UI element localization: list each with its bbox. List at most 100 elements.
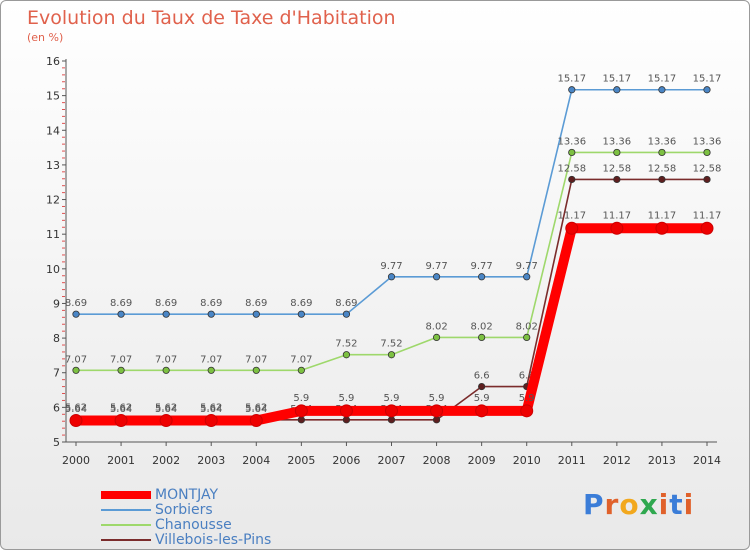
data-label-sorbiers: 15.17 (648, 74, 677, 85)
data-point-sorbiers (162, 310, 170, 318)
data-point-sorbiers (342, 310, 351, 318)
data-label-villebois-les-pins: 12.58 (557, 163, 586, 174)
x-tick-label: 2002 (152, 454, 180, 467)
data-label-montjay: 5.62 (155, 403, 177, 414)
legend-item-chanousse[interactable]: Chanousse (101, 517, 232, 533)
y-tick-label: 8 (53, 332, 60, 345)
y-tick-label: 6 (53, 401, 60, 414)
x-tick-label: 2006 (332, 454, 360, 467)
data-point-chanousse (207, 366, 215, 374)
y-tick-label: 14 (46, 124, 60, 137)
data-point-villebois-les-pins (478, 382, 486, 391)
legend-label-sorbiers: Sorbiers (155, 502, 213, 518)
data-label-chanousse: 13.36 (693, 136, 722, 147)
data-label-montjay: 5.9 (293, 393, 309, 404)
data-label-chanousse: 7.07 (110, 354, 132, 365)
data-point-villebois-les-pins (568, 175, 576, 184)
data-label-chanousse: 7.07 (155, 354, 177, 365)
y-tick-label: 15 (46, 90, 60, 103)
data-label-montjay: 5.62 (110, 403, 132, 414)
x-tick-label: 2011 (558, 454, 586, 467)
data-point-sorbiers (72, 310, 80, 318)
x-tick-label: 2013 (648, 454, 676, 467)
legend-item-sorbiers[interactable]: Sorbiers (101, 502, 213, 518)
data-point-chanousse (297, 366, 305, 374)
y-tick-label: 12 (46, 194, 60, 207)
data-point-chanousse (703, 148, 711, 157)
x-tick-label: 2001 (107, 454, 135, 467)
data-point-chanousse (523, 333, 531, 341)
data-label-montjay: 5.9 (519, 393, 535, 404)
data-label-sorbiers: 8.69 (155, 298, 177, 309)
data-point-sorbiers (252, 310, 260, 318)
x-tick-label: 2014 (693, 454, 721, 467)
data-label-villebois-les-pins: 6.6 (474, 371, 490, 382)
data-point-villebois-les-pins (297, 416, 305, 424)
data-point-chanousse (432, 333, 441, 341)
data-label-villebois-les-pins: 12.58 (693, 163, 722, 174)
data-point-villebois-les-pins (613, 175, 621, 184)
logo-letter: r (604, 488, 620, 521)
data-label-chanousse: 13.36 (557, 136, 586, 147)
logo-letter: P (583, 488, 605, 521)
data-point-sorbiers (523, 273, 531, 281)
data-point-villebois-les-pins (387, 416, 396, 424)
chart-title: Evolution du Taux de Taxe d'Habitation (27, 7, 396, 29)
data-point-montjay (114, 414, 128, 428)
data-label-chanousse: 7.07 (65, 354, 87, 365)
y-tick-label: 16 (46, 55, 60, 68)
data-label-villebois-les-pins: 5.64 (110, 404, 132, 415)
data-label-montjay: 11.17 (693, 210, 722, 221)
data-label-sorbiers: 15.17 (557, 74, 586, 85)
data-label-montjay: 5.62 (200, 403, 222, 414)
data-label-chanousse: 8.02 (516, 321, 538, 332)
data-label-montjay: 5.62 (245, 403, 267, 414)
logo-letter: x (639, 488, 659, 521)
data-label-montjay: 11.17 (648, 210, 677, 221)
series-line-montjay (71, 223, 712, 426)
data-label-sorbiers: 8.69 (200, 298, 222, 309)
x-tick-label: 2010 (513, 454, 541, 467)
data-point-montjay (204, 414, 218, 428)
data-label-sorbiers: 8.69 (65, 298, 87, 309)
data-point-chanousse (117, 366, 125, 374)
data-label-chanousse: 7.52 (380, 339, 402, 350)
data-label-montjay: 5.62 (65, 403, 87, 414)
x-tick-label: 2004 (242, 454, 270, 467)
data-label-sorbiers: 9.77 (380, 261, 402, 272)
legend-item-montjay[interactable]: MONTJAY (101, 487, 218, 503)
y-tick-label: 13 (46, 159, 60, 172)
data-point-chanousse (387, 351, 396, 359)
data-point-montjay (565, 221, 579, 235)
data-label-chanousse: 7.07 (245, 354, 267, 365)
data-point-montjay (339, 404, 353, 418)
data-label-sorbiers: 8.69 (110, 298, 132, 309)
data-point-sorbiers (207, 310, 215, 318)
data-point-sorbiers (387, 273, 396, 281)
data-point-montjay (159, 414, 173, 428)
data-label-sorbiers: 8.69 (290, 298, 312, 309)
y-tick-label: 11 (46, 228, 60, 241)
data-label-villebois-les-pins: 5.64 (245, 404, 267, 415)
legend-item-villebois-les-pins[interactable]: Villebois-les-Pins (101, 532, 271, 548)
data-point-montjay (610, 221, 624, 235)
data-label-sorbiers: 9.77 (425, 261, 447, 272)
data-point-chanousse (252, 366, 260, 374)
data-point-montjay (655, 221, 669, 235)
data-label-sorbiers: 8.69 (335, 298, 357, 309)
chart-subtitle: (en %) (27, 31, 64, 44)
data-label-chanousse: 13.36 (648, 136, 677, 147)
data-label-chanousse: 7.07 (290, 354, 312, 365)
data-label-sorbiers: 15.17 (693, 74, 722, 85)
y-tick-label: 10 (46, 263, 60, 276)
data-point-montjay (430, 404, 444, 418)
data-point-montjay (520, 404, 534, 418)
proxiti-logo: Proxiti (583, 488, 694, 521)
logo-letter: i (658, 488, 670, 521)
x-tick-label: 2012 (603, 454, 631, 467)
data-label-chanousse: 7.07 (200, 354, 222, 365)
data-label-montjay: 5.9 (474, 393, 490, 404)
data-point-sorbiers (703, 86, 711, 94)
